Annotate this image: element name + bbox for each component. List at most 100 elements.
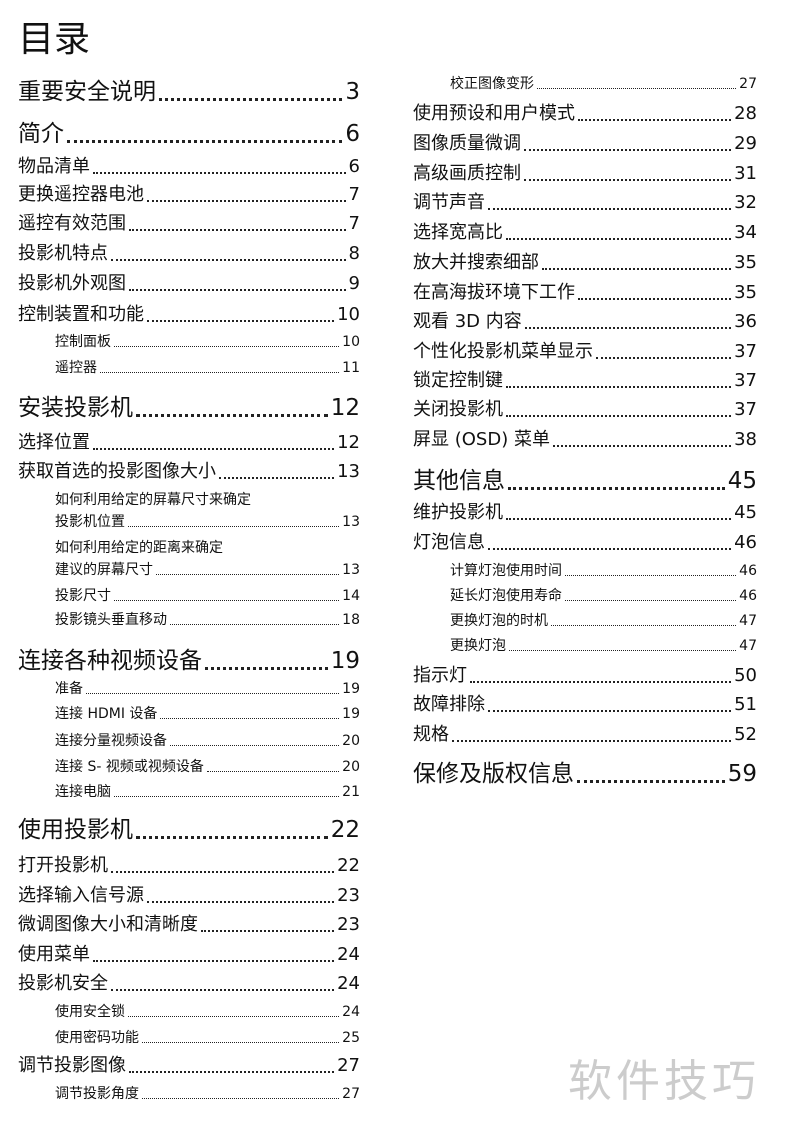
toc-entry: 选择宽高比 34 bbox=[413, 221, 757, 245]
page-number: 37 bbox=[734, 399, 757, 420]
leader bbox=[578, 119, 732, 121]
page-number: 9 bbox=[348, 273, 360, 294]
toc-entry: 更换灯泡 47 bbox=[450, 637, 757, 655]
leader bbox=[136, 836, 328, 839]
toc-entry: 高级画质控制 31 bbox=[413, 162, 757, 186]
leader bbox=[147, 901, 335, 903]
toc-entry: 选择位置 12 bbox=[18, 431, 360, 455]
page-number: 25 bbox=[342, 1030, 360, 1046]
entry-title: 其他信息 bbox=[413, 468, 505, 494]
toc-entry: 使用密码功能 25 bbox=[55, 1029, 360, 1047]
entry-title: 维护投影机 bbox=[413, 502, 503, 523]
leader bbox=[488, 208, 732, 210]
toc-entry: 维护投影机 45 bbox=[413, 501, 757, 525]
page-number: 20 bbox=[342, 733, 360, 749]
page-number: 10 bbox=[342, 334, 360, 350]
page-number: 29 bbox=[734, 133, 757, 154]
entry-title: 如何利用给定的距离来确定 bbox=[55, 540, 223, 556]
page-number: 28 bbox=[734, 103, 757, 124]
entry-title: 获取首选的投影图像大小 bbox=[18, 461, 216, 482]
entry-title: 建议的屏幕尺寸 bbox=[55, 562, 153, 578]
toc-entry: 其他信息 45 bbox=[413, 466, 757, 496]
entry-title: 校正图像变形 bbox=[450, 76, 534, 92]
toc-entry: 物品清单 6 bbox=[18, 155, 360, 179]
entry-title: 控制装置和功能 bbox=[18, 304, 144, 325]
leader bbox=[506, 518, 732, 520]
entry-title: 调节投影图像 bbox=[18, 1055, 126, 1076]
leader bbox=[128, 526, 340, 527]
page-number: 7 bbox=[348, 213, 360, 234]
toc-entry: 遥控器 11 bbox=[55, 359, 360, 377]
page-number: 38 bbox=[734, 429, 757, 450]
toc-entry: 使用预设和用户模式 28 bbox=[413, 102, 757, 126]
entry-title: 连接分量视频设备 bbox=[55, 733, 167, 749]
toc-entry: 连接电脑 21 bbox=[55, 783, 360, 801]
leader bbox=[506, 386, 732, 388]
leader bbox=[67, 140, 343, 143]
page-number: 19 bbox=[330, 648, 360, 674]
toc-entry: 更换灯泡的时机 47 bbox=[450, 612, 757, 630]
toc-entry: 投影机位置 13 bbox=[55, 513, 360, 531]
page-number: 6 bbox=[345, 121, 360, 147]
entry-title: 连接各种视频设备 bbox=[18, 648, 202, 674]
page-number: 50 bbox=[734, 665, 757, 686]
leader bbox=[488, 710, 732, 712]
entry-title: 指示灯 bbox=[413, 665, 467, 686]
toc-entry: 控制装置和功能 10 bbox=[18, 303, 360, 327]
entry-title: 关闭投影机 bbox=[413, 399, 503, 420]
entry-title: 高级画质控制 bbox=[413, 163, 521, 184]
leader bbox=[509, 650, 737, 651]
leader bbox=[596, 357, 732, 359]
toc-entry: 准备 19 bbox=[55, 680, 360, 698]
entry-title: 投影机安全 bbox=[18, 973, 108, 994]
page-number: 35 bbox=[734, 252, 757, 273]
toc-entry: 使用菜单 24 bbox=[18, 943, 360, 967]
page-number: 7 bbox=[348, 184, 360, 205]
page-number: 12 bbox=[337, 432, 360, 453]
leader bbox=[470, 681, 732, 683]
leader bbox=[129, 1071, 335, 1073]
leader bbox=[142, 1098, 340, 1099]
toc-entry: 投影尺寸 14 bbox=[55, 587, 360, 605]
toc-entry: 获取首选的投影图像大小 13 bbox=[18, 460, 360, 484]
entry-title: 使用投影机 bbox=[18, 817, 133, 843]
leader bbox=[170, 745, 340, 746]
leader bbox=[159, 98, 343, 101]
toc-entry: 规格 52 bbox=[413, 723, 757, 747]
toc-entry: 连接分量视频设备 20 bbox=[55, 732, 360, 750]
leader bbox=[577, 780, 725, 783]
entry-title: 安装投影机 bbox=[18, 395, 133, 421]
toc-entry: 如何利用给定的屏幕尺寸来确定 bbox=[55, 491, 360, 509]
leader bbox=[136, 414, 328, 417]
leader bbox=[111, 259, 346, 261]
entry-title: 投影镜头垂直移动 bbox=[55, 612, 167, 628]
page-number: 21 bbox=[342, 784, 360, 800]
page-number: 47 bbox=[739, 638, 757, 654]
page-number: 23 bbox=[337, 914, 360, 935]
leader bbox=[93, 448, 335, 450]
page-number: 24 bbox=[337, 944, 360, 965]
leader bbox=[129, 289, 346, 291]
toc-title: 目录 bbox=[18, 19, 91, 60]
toc-entry: 延长灯泡使用寿命 46 bbox=[450, 587, 757, 605]
leader bbox=[552, 445, 732, 447]
leader bbox=[565, 600, 737, 601]
entry-title: 投影尺寸 bbox=[55, 588, 111, 604]
toc-entry: 使用安全锁 24 bbox=[55, 1003, 360, 1021]
entry-title: 打开投影机 bbox=[18, 855, 108, 876]
leader bbox=[128, 1016, 340, 1017]
leader bbox=[156, 574, 340, 575]
page-number: 52 bbox=[734, 724, 757, 745]
entry-title: 使用预设和用户模式 bbox=[413, 103, 575, 124]
entry-title: 灯泡信息 bbox=[413, 532, 485, 553]
toc-entry: 连接 HDMI 设备 19 bbox=[55, 705, 360, 723]
page-number: 11 bbox=[342, 360, 360, 376]
toc-entry: 调节投影图像 27 bbox=[18, 1054, 360, 1078]
page-number: 45 bbox=[727, 468, 757, 494]
leader bbox=[506, 415, 732, 417]
toc-entry: 选择输入信号源 23 bbox=[18, 884, 360, 908]
leader bbox=[206, 771, 340, 772]
leader bbox=[114, 796, 340, 797]
entry-title: 在高海拔环境下工作 bbox=[413, 282, 575, 303]
